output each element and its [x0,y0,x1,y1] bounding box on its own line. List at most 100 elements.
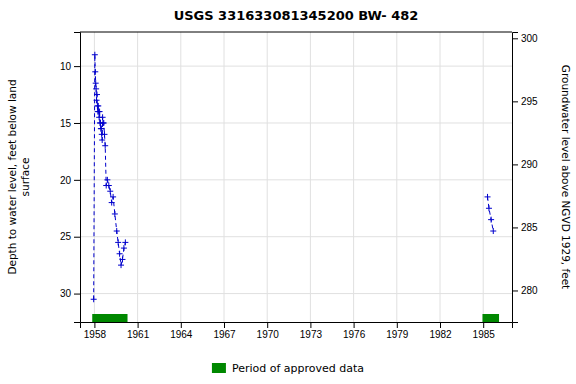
point-marker [486,205,492,211]
x-axis-tick: 1985 [473,322,496,340]
y2-axis-tick: 295 [512,96,538,107]
point-marker [98,126,104,132]
x-axis-tick-mark [138,322,139,328]
point-marker [121,245,127,251]
y2-axis-tick: 300 [512,33,538,44]
legend-label: Period of approved data [232,362,364,375]
point-marker [118,262,124,268]
series-line [94,55,126,300]
point-marker [490,228,496,234]
x-axis-tick-mark [267,322,268,328]
frame-top [80,32,512,33]
grid [80,32,512,322]
point-marker [101,131,107,137]
y-axis-tick-label: 15 [60,118,72,129]
y-axis-tick-label: 25 [60,231,72,242]
x-axis-tick-label: 1982 [429,329,452,340]
x-axis-tick: 1967 [213,322,236,340]
x-axis-tick-mark [181,322,182,328]
point-marker [91,296,97,302]
approved-period [92,314,127,322]
grid-line-y [80,122,512,123]
point-marker [122,239,128,245]
y2-axis-tick-mark [512,227,518,228]
point-marker [93,86,99,92]
point-marker [97,109,103,115]
grid-line-x [224,32,225,322]
y2-axis-tick: 285 [512,222,538,233]
grid-line-y [80,293,512,294]
y-axis-tick: 30 [60,288,80,299]
grid-line-y [80,179,512,180]
point-marker [119,256,125,262]
x-axis-tick: 1970 [257,322,280,340]
y-axis-tick: 15 [60,118,80,129]
x-axis-tick-label: 1970 [257,329,280,340]
x-axis: 1958 1961 1964 1967 1970 1973 1976 1979 1982 1985 [81,322,513,340]
y2-axis-tick-label: 300 [521,33,538,44]
y-axis-tick-mark [74,294,80,295]
point-marker [115,239,121,245]
grid-line-x [180,32,181,322]
y-axis-title-line: surface [19,158,31,197]
point-marker [117,251,123,257]
x-axis-tick: 1973 [300,322,323,340]
point-marker [112,211,118,217]
series-line [488,197,494,231]
point-marker [95,103,101,109]
y-axis-title: Depth to water level, feet below landsur… [6,79,31,274]
point-marker [99,137,105,143]
x-axis-tick-label: 1961 [127,329,150,340]
y2-axis-tick-label: 285 [521,222,538,233]
x-axis-tick-label: 1973 [300,329,323,340]
grid-line-x [137,32,138,322]
point-marker [110,194,116,200]
x-axis-tick: 1982 [429,322,452,340]
point-marker [485,194,491,200]
y2-axis-tick-label: 290 [521,159,538,170]
x-axis-tick-label: 1964 [170,329,193,340]
x-axis-tick: 1961 [127,322,150,340]
point-marker [106,183,112,189]
point-marker [107,188,113,194]
x-axis-line [81,323,513,329]
point-marker [109,200,115,206]
y-axis-tick-label: 10 [60,61,72,72]
y2-axis-tick-mark [512,101,518,102]
grid-line-x [310,32,311,322]
y2-axis-tick: 290 [512,159,538,170]
y-axis: 10 15 20 25 30 [60,33,81,323]
grid-line-y [80,66,512,67]
y-axis-tick-mark [74,237,80,238]
x-axis-tick: 1979 [386,322,409,340]
y2-axis: 280 285 290 295 300 [512,33,538,323]
x-axis-tick: 1976 [343,322,366,340]
grid-line-x [440,32,441,322]
grid-line-x [353,32,354,322]
x-axis-tick-label: 1958 [84,329,107,340]
x-axis-tick-mark [483,322,484,328]
point-marker [488,217,494,223]
point-marker [101,120,107,126]
y-axis-tick-mark [74,66,80,67]
y2-axis-tick-label: 280 [521,285,538,296]
y-axis-tick-label: 30 [60,288,72,299]
x-axis-tick: 1964 [170,322,193,340]
point-marker [98,126,104,132]
chart: 1958 1961 1964 1967 1970 1973 1976 1979 1982 1985… [0,0,576,384]
point-marker [93,80,99,86]
x-axis-tick-label: 1979 [386,329,409,340]
y2-axis-tick-mark [512,38,518,39]
x-axis-tick-mark [94,322,95,328]
y2-axis-tick-mark [512,164,518,165]
point-marker [94,97,100,103]
x-axis-tick-label: 1985 [473,329,496,340]
point-marker [94,92,100,98]
plot: 1958 1961 1964 1967 1970 1973 1976 1979 1982 1985… [60,32,538,340]
grid-line-x [483,32,484,322]
point-marker [92,52,98,58]
point-marker [100,114,106,120]
y-axis-tick: 20 [60,175,80,186]
y2-axis-title: Groundwater level above NGVD 1929, feet [560,65,572,289]
x-axis-tick-mark [354,322,355,328]
